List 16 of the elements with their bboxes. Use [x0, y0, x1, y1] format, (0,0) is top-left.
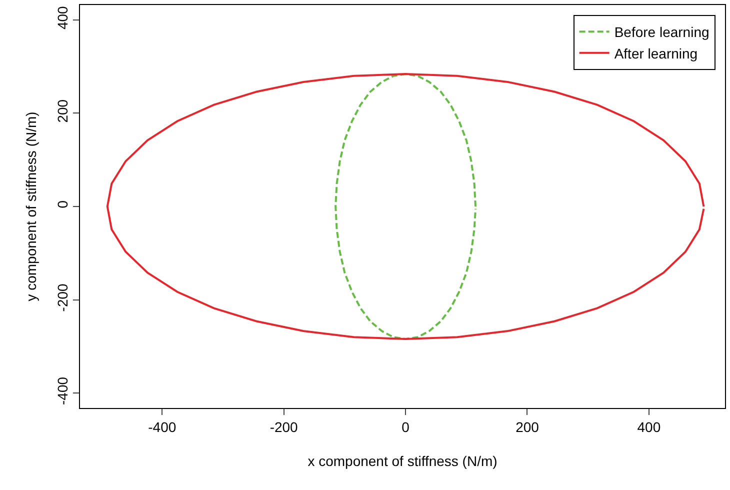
legend-label: After learning: [614, 45, 698, 62]
y-tick-label: -400: [54, 376, 70, 405]
legend-label: Before learning: [614, 24, 710, 40]
x-axis-title: x component of stiffness (N/m): [308, 453, 498, 470]
line-series: [106, 73, 705, 340]
y-axis-title: y component of stiffness (N/m): [23, 112, 39, 302]
x-tick-label: 0: [402, 418, 410, 435]
y-tick-label: 400: [54, 6, 70, 30]
y-tick-label: 200: [54, 99, 70, 123]
y-tick-label: -200: [54, 283, 70, 312]
y-tick-label: 0: [54, 200, 70, 208]
x-tick-label: -200: [270, 418, 298, 435]
line-series: [334, 73, 477, 340]
x-tick-label: 200: [516, 418, 540, 435]
x-tick-label: -400: [148, 418, 176, 435]
x-tick-label: 400: [637, 418, 661, 435]
